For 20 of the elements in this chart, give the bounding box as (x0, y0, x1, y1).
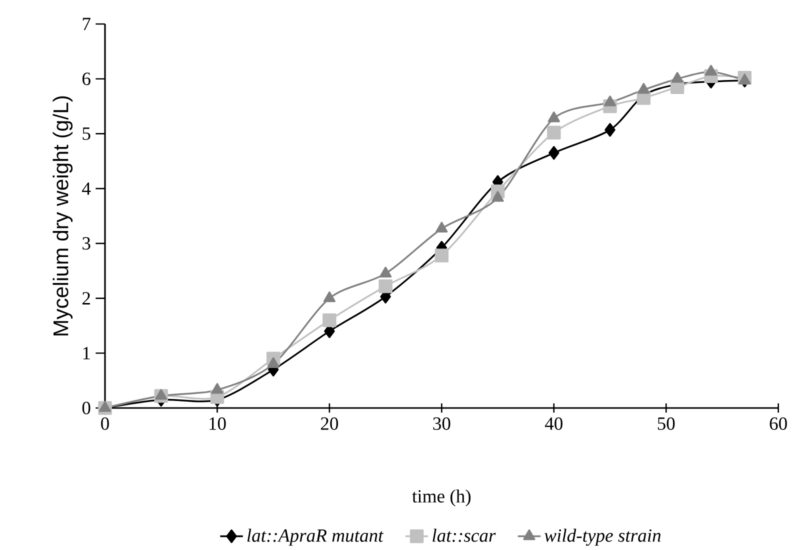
x-tick-label: 60 (770, 417, 787, 430)
x-tick-label: 20 (320, 417, 338, 430)
y-tick-label: 0 (82, 402, 90, 414)
y-tick-label: 5 (82, 128, 90, 140)
legend-label: lat::ApraR mutant (247, 528, 384, 546)
y-tick-label: 4 (82, 182, 91, 195)
x-axis-title: time (h) (412, 489, 471, 506)
y-tick-label: 6 (82, 72, 90, 86)
x-tick-label: 10 (210, 417, 226, 430)
x-tick-label: 30 (433, 417, 450, 430)
x-tick-label: 40 (544, 417, 562, 430)
y-tick-label: 2 (82, 292, 90, 304)
y-tick-label: 3 (82, 237, 90, 250)
x-tick-label: 50 (658, 417, 675, 430)
y-tick-label: 1 (83, 346, 90, 360)
y-tick-label: 7 (82, 18, 90, 30)
x-tick-label: 0 (101, 417, 109, 430)
legend-label: lat::scar (432, 528, 496, 542)
legend-label: wild-type strain (544, 528, 661, 546)
y-axis-title: Mycelium dry weight (g/L) (52, 96, 73, 336)
